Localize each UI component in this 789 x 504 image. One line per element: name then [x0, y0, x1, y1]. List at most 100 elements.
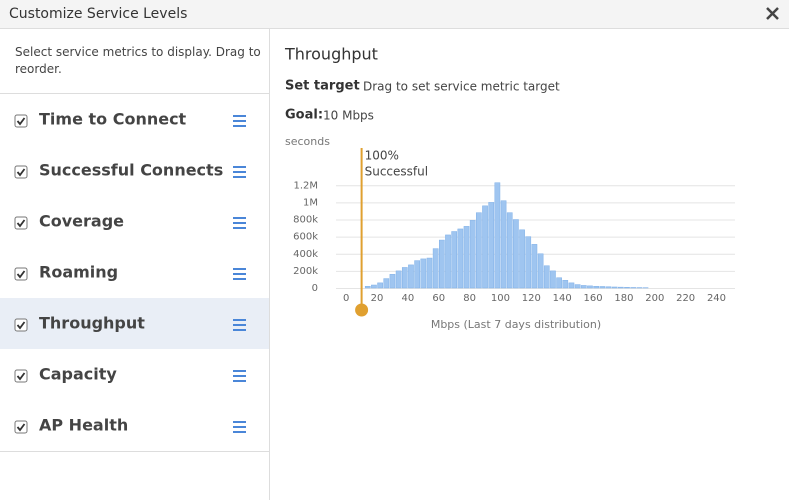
metric-item[interactable]: Capacity	[0, 349, 269, 401]
bar	[594, 286, 599, 288]
checkbox[interactable]	[15, 268, 27, 280]
bar	[396, 271, 401, 288]
bar	[433, 249, 438, 288]
checkbox[interactable]	[15, 319, 27, 331]
bar	[563, 280, 568, 288]
bar	[538, 254, 543, 288]
bar	[569, 283, 574, 288]
x-axis-title: Mbps (Last 7 days distribution)	[431, 318, 601, 331]
goal-label: Goal:	[285, 108, 323, 123]
y-tick-label: 1M	[303, 197, 318, 208]
bar	[445, 235, 450, 288]
y-tick-label: 200k	[293, 266, 318, 277]
y-tick-label: 400k	[293, 249, 318, 260]
x-tick-label: 0	[343, 293, 349, 304]
x-tick-label: 40	[402, 293, 415, 304]
metric-label: Successful Connects	[39, 161, 223, 180]
x-tick-label: 80	[463, 293, 476, 304]
bar	[526, 237, 531, 288]
bar	[581, 285, 586, 288]
instructions-line: Select service metrics to display. Drag …	[15, 45, 261, 59]
bar	[618, 287, 623, 288]
bar	[489, 202, 494, 288]
bar	[452, 232, 457, 288]
bar	[587, 286, 592, 288]
checkbox[interactable]	[15, 115, 27, 127]
metric-label: Capacity	[39, 365, 117, 384]
x-tick-label: 100	[491, 293, 510, 304]
bar	[458, 229, 463, 288]
bar	[557, 278, 562, 288]
dialog-title: Customize Service Levels	[9, 6, 187, 22]
bar	[470, 220, 475, 288]
instructions: Select service metrics to display. Drag …	[15, 45, 261, 76]
x-tick-label: 180	[614, 293, 633, 304]
y-tick-label: 600k	[293, 232, 318, 243]
metric-label: Roaming	[39, 263, 118, 282]
metric-item[interactable]: AP Health	[0, 400, 269, 452]
checkbox[interactable]	[15, 166, 27, 178]
bar	[408, 265, 413, 288]
x-tick-label: 60	[432, 293, 445, 304]
bar	[550, 271, 555, 288]
instructions-line: reorder.	[15, 62, 62, 76]
bar	[519, 230, 524, 288]
bar	[378, 283, 383, 288]
target-label: 100%	[365, 149, 399, 163]
detail-title: Throughput	[284, 45, 378, 64]
set-target-label: Set target	[285, 79, 360, 94]
metric-item[interactable]: Throughput	[0, 298, 269, 350]
bar	[606, 287, 611, 288]
x-tick-label: 20	[371, 293, 384, 304]
bar	[415, 261, 420, 288]
metric-label: AP Health	[39, 416, 128, 435]
target-label: Successful	[365, 165, 428, 179]
bar	[624, 287, 629, 288]
metric-label: Coverage	[39, 212, 124, 231]
y-axis-title: seconds	[285, 135, 330, 148]
target-handle[interactable]	[355, 304, 368, 317]
x-tick-label: 160	[584, 293, 603, 304]
metric-label: Throughput	[39, 314, 145, 333]
goal-value: 10 Mbps	[323, 109, 374, 123]
metric-label: Time to Connect	[39, 110, 187, 129]
checkbox[interactable]	[15, 421, 27, 433]
y-tick-label: 0	[312, 283, 318, 294]
bar	[402, 267, 407, 288]
bar	[365, 286, 370, 288]
bar	[575, 285, 580, 288]
checkbox[interactable]	[15, 217, 27, 229]
bar	[495, 183, 500, 288]
bar	[600, 286, 605, 288]
metric-item[interactable]: Successful Connects	[0, 145, 269, 197]
x-tick-label: 240	[707, 293, 726, 304]
metric-item[interactable]: Coverage	[0, 196, 269, 248]
bar	[544, 266, 549, 288]
x-tick-label: 220	[676, 293, 695, 304]
y-tick-label: 1.2M	[293, 180, 318, 191]
bar	[427, 258, 432, 288]
bar	[507, 213, 512, 288]
set-target-hint: Drag to set service metric target	[363, 80, 560, 94]
bar	[371, 285, 376, 288]
bar	[476, 213, 481, 288]
bar	[464, 226, 469, 288]
bar	[482, 206, 487, 288]
metric-item[interactable]: Roaming	[0, 247, 269, 299]
bar	[612, 287, 617, 288]
checkbox[interactable]	[15, 370, 27, 382]
x-tick-label: 140	[553, 293, 572, 304]
y-tick-label: 800k	[293, 215, 318, 226]
x-tick-label: 200	[645, 293, 664, 304]
bar	[390, 274, 395, 288]
bar	[421, 259, 426, 288]
bar	[439, 240, 444, 288]
metric-item[interactable]: Time to Connect	[0, 94, 269, 146]
bar	[631, 287, 636, 288]
bar	[532, 244, 537, 288]
bar	[501, 201, 506, 288]
bar	[384, 279, 389, 288]
bar	[513, 220, 518, 288]
